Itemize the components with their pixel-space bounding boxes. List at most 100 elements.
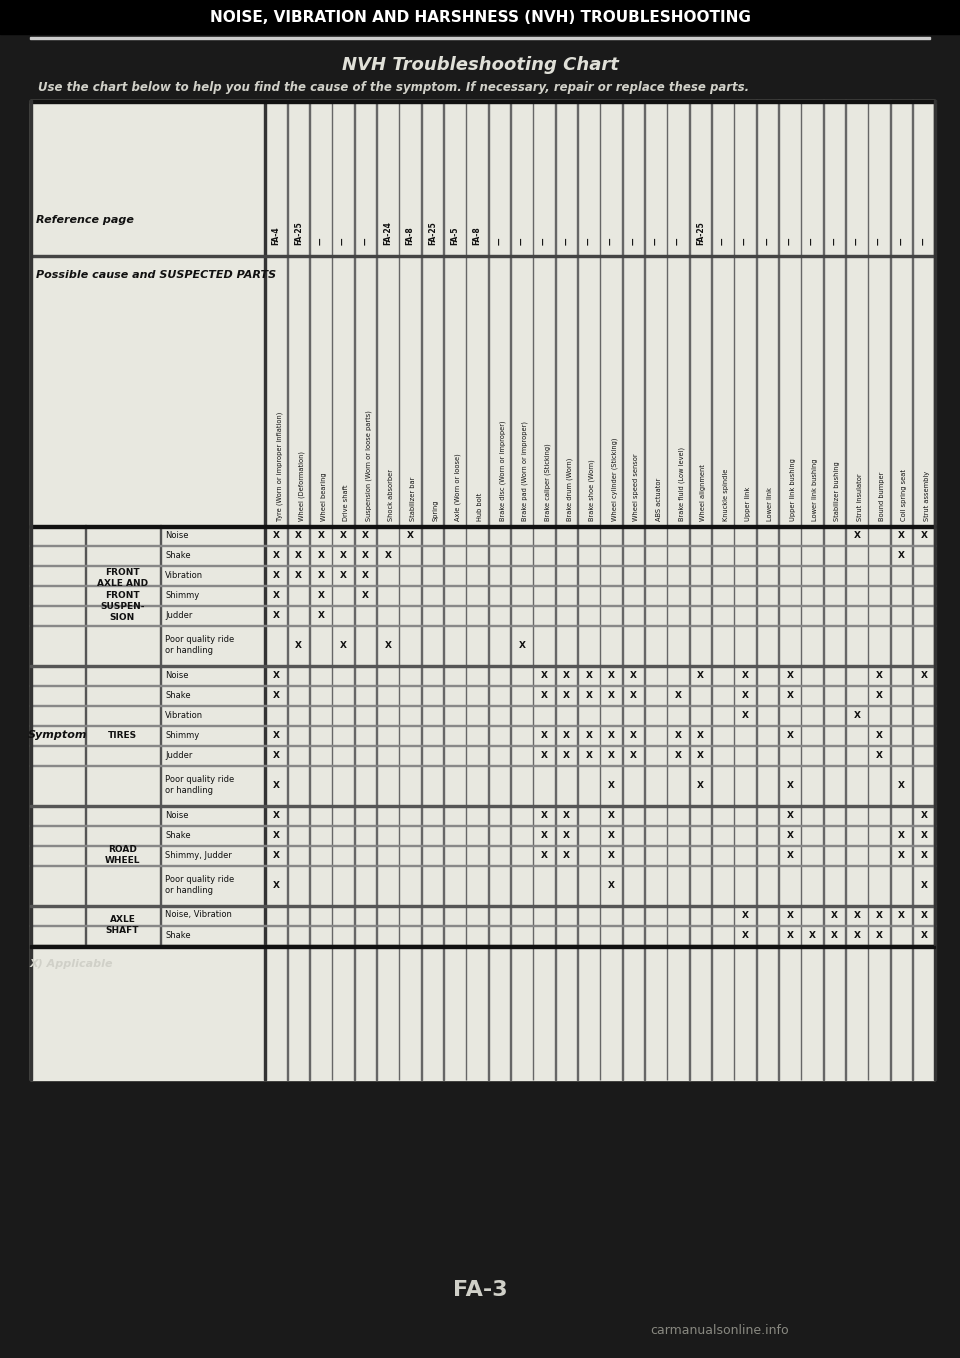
- Text: Wheel cylinder (Sticking): Wheel cylinder (Sticking): [612, 437, 617, 521]
- Text: —: —: [317, 238, 325, 244]
- Text: Noise: Noise: [165, 811, 188, 819]
- Bar: [30, 100, 32, 1080]
- Text: FA-25: FA-25: [428, 221, 437, 244]
- Text: Drive shaft: Drive shaft: [343, 485, 349, 521]
- Text: X: X: [697, 781, 704, 789]
- Text: X: X: [563, 671, 570, 679]
- Text: X: X: [831, 910, 838, 919]
- Text: Poor quality ride
or handling: Poor quality ride or handling: [165, 876, 234, 895]
- Text: X: X: [898, 850, 905, 860]
- Text: X: X: [786, 781, 793, 789]
- Text: X: X: [563, 690, 570, 699]
- Text: Wheel speed sensor: Wheel speed sensor: [634, 454, 639, 521]
- Text: X: X: [697, 731, 704, 740]
- Text: Symptom: Symptom: [28, 731, 87, 740]
- Bar: [934, 100, 936, 1080]
- Text: X: X: [518, 641, 525, 649]
- Text: —: —: [361, 238, 370, 244]
- Text: Bound bumper: Bound bumper: [879, 471, 885, 521]
- Text: X: X: [853, 531, 860, 539]
- Text: X: X: [273, 781, 279, 789]
- Bar: [30, 904, 935, 907]
- Text: FA-25: FA-25: [696, 221, 705, 244]
- Text: Upper link bushing: Upper link bushing: [790, 458, 796, 521]
- Text: Judder: Judder: [165, 611, 192, 619]
- Text: X: X: [786, 831, 793, 839]
- Text: Shimmy: Shimmy: [165, 731, 200, 740]
- Text: —: —: [852, 238, 861, 244]
- Text: —: —: [674, 238, 683, 244]
- Text: Shimmy, Judder: Shimmy, Judder: [165, 850, 232, 860]
- Text: X: X: [630, 751, 637, 759]
- Text: NOISE, VIBRATION AND HARSHNESS (NVH) TROUBLESHOOTING: NOISE, VIBRATION AND HARSHNESS (NVH) TRO…: [209, 10, 751, 24]
- Bar: [0, 0, 960, 34]
- Text: —: —: [875, 238, 883, 244]
- Text: X: X: [273, 731, 279, 740]
- Text: X: X: [876, 731, 882, 740]
- Text: Wheel (Deformation): Wheel (Deformation): [299, 451, 305, 521]
- Text: X: X: [608, 671, 614, 679]
- Text: X: X: [608, 811, 614, 819]
- Text: X: X: [608, 880, 614, 889]
- Text: X: X: [921, 910, 927, 919]
- Text: —: —: [785, 238, 794, 244]
- Bar: [30, 805, 935, 807]
- Text: Suspension (Worn or loose parts): Suspension (Worn or loose parts): [366, 410, 372, 521]
- Text: X: X: [586, 690, 592, 699]
- Text: Brake drum (Worn): Brake drum (Worn): [566, 458, 573, 521]
- Text: X: X: [540, 850, 547, 860]
- Text: X: X: [786, 731, 793, 740]
- Text: X: X: [786, 930, 793, 940]
- Text: FA-3: FA-3: [453, 1281, 507, 1300]
- Text: Possible cause and SUSPECTED PARTS: Possible cause and SUSPECTED PARTS: [36, 270, 276, 280]
- Text: X: X: [921, 850, 927, 860]
- Text: Stabilizer bar: Stabilizer bar: [410, 477, 417, 521]
- Text: Spring: Spring: [433, 500, 439, 521]
- Text: X: X: [786, 690, 793, 699]
- Text: Stabilizer bushing: Stabilizer bushing: [834, 462, 841, 521]
- Text: X: X: [295, 570, 302, 580]
- Text: X: X: [921, 811, 927, 819]
- Text: X: X: [273, 880, 279, 889]
- Text: X: X: [586, 731, 592, 740]
- Text: X: X: [876, 910, 882, 919]
- Text: FA-5: FA-5: [450, 227, 459, 244]
- Text: X: X: [318, 531, 324, 539]
- Text: X: X: [675, 690, 682, 699]
- Text: Brake pad (Worn or improper): Brake pad (Worn or improper): [522, 421, 528, 521]
- Text: X: X: [340, 641, 347, 649]
- Bar: [160, 904, 161, 945]
- Text: X: X: [540, 731, 547, 740]
- Text: X: X: [630, 690, 637, 699]
- Text: FA-8: FA-8: [472, 227, 482, 244]
- Text: —: —: [607, 238, 615, 244]
- Text: Noise: Noise: [165, 671, 188, 679]
- Text: —: —: [651, 238, 660, 244]
- Text: X: X: [318, 611, 324, 619]
- Text: X: X: [876, 930, 882, 940]
- Bar: [160, 665, 161, 805]
- Text: X: X: [563, 731, 570, 740]
- Text: X: X: [273, 850, 279, 860]
- Text: X: X: [742, 671, 749, 679]
- Bar: [30, 100, 935, 1080]
- Text: Brake fluid (Low level): Brake fluid (Low level): [678, 447, 684, 521]
- Text: X: X: [742, 910, 749, 919]
- Bar: [160, 526, 161, 665]
- Text: X: X: [742, 690, 749, 699]
- Text: ROAD
WHEEL: ROAD WHEEL: [105, 845, 140, 865]
- Text: —: —: [562, 238, 571, 244]
- Text: X: X: [318, 550, 324, 559]
- Text: X: X: [273, 570, 279, 580]
- Text: X: X: [362, 531, 369, 539]
- Text: Axle (Worn or loose): Axle (Worn or loose): [455, 454, 462, 521]
- Text: FA-8: FA-8: [406, 227, 415, 244]
- Text: X: X: [853, 930, 860, 940]
- Text: Brake disc (Worn or improper): Brake disc (Worn or improper): [499, 421, 506, 521]
- Text: X: X: [898, 910, 905, 919]
- Bar: [30, 100, 935, 102]
- Text: X: X: [384, 550, 392, 559]
- Text: X: X: [876, 671, 882, 679]
- Text: Shake: Shake: [165, 930, 191, 940]
- Bar: [933, 100, 935, 945]
